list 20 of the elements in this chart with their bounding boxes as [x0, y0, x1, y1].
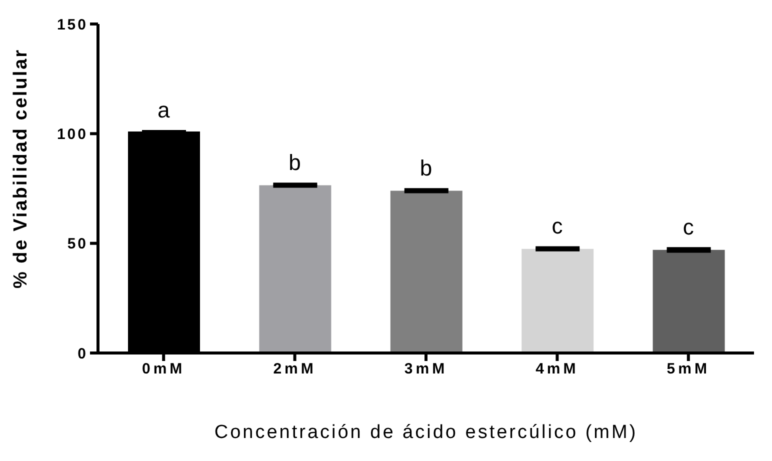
x-tick-label: 5mM: [666, 360, 710, 378]
y-tick-label: 0: [78, 345, 88, 362]
x-tick-label: 3mM: [404, 360, 448, 378]
annotation: c: [682, 214, 694, 240]
y-tick-label: 100: [56, 126, 88, 143]
y-tick-label: 50: [67, 236, 88, 253]
x-tick-label: 2mM: [273, 360, 316, 378]
annotation: a: [157, 97, 170, 122]
bar: [259, 185, 332, 353]
bar: [390, 190, 462, 353]
y-tick-label: 150: [56, 16, 88, 34]
y-axis-title: % de Viabilidad celular: [10, 48, 32, 288]
annotation: b: [420, 156, 432, 181]
bar: [522, 248, 594, 353]
bar: [652, 250, 725, 353]
annotation: c: [552, 214, 563, 239]
x-tick-label: 0mM: [142, 360, 186, 378]
x-axis-title: Concentración de ácido estercúlico (mM): [214, 422, 638, 443]
x-tick-label: 4mM: [536, 360, 579, 378]
annotation: b: [288, 150, 301, 176]
